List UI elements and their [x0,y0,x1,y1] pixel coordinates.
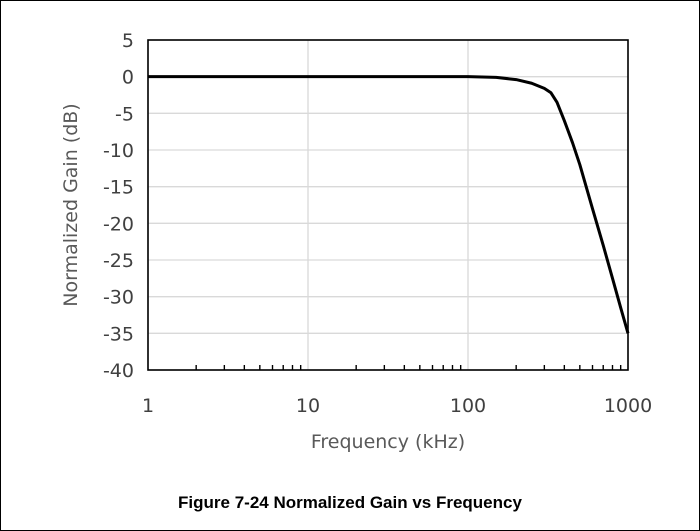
gain-chart: 5 0 -5 -10 -15 -20 -25 -30 -35 -40 1 10 100 1000 Nor… [60,30,652,453]
x-tick-label: 1 [142,395,154,417]
x-tick-label: 10 [296,395,320,417]
x-tick-labels: 1 10 100 1000 [142,395,652,417]
y-tick-label: -35 [103,323,134,345]
y-axis-title: Normalized Gain (dB) [60,103,82,306]
y-tick-label: -30 [103,287,134,309]
x-minor-ticks [195,365,622,370]
y-tick-label: 5 [122,30,134,52]
y-tick-label: 0 [122,67,134,89]
x-gridlines [147,40,629,370]
y-tick-label: -15 [103,177,134,199]
y-gridlines [148,39,628,371]
y-tick-label: -5 [115,103,134,125]
y-tick-label: -40 [103,360,134,382]
x-axis-title: Frequency (kHz) [311,431,465,453]
plot-area-border [147,39,629,371]
x-tick-label: 1000 [604,395,652,417]
series-line-gain [148,75,630,334]
x-tick-label: 100 [450,395,486,417]
y-tick-labels: 5 0 -5 -10 -15 -20 -25 -30 -35 -40 [103,30,134,382]
figure-caption: Figure 7-24 Normalized Gain vs Frequency [178,493,522,512]
y-tick-label: -25 [103,250,134,272]
y-tick-label: -10 [103,140,134,162]
y-tick-label: -20 [103,213,134,235]
